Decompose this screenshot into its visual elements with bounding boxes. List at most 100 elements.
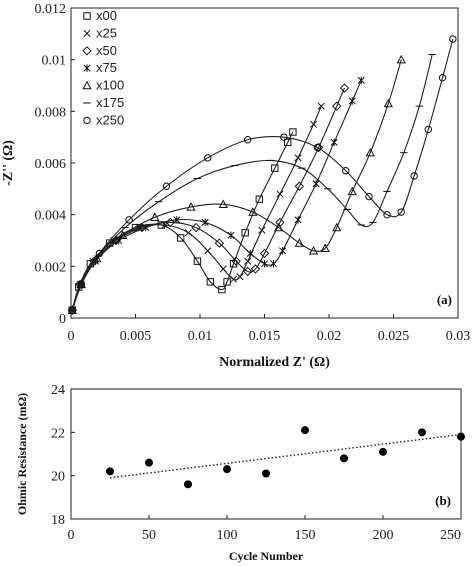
data-point-x25 xyxy=(294,154,302,162)
data-point-x50 xyxy=(332,101,342,111)
data-point-x250 xyxy=(342,167,350,175)
data-point-x75 xyxy=(260,260,269,268)
data-point-x100 xyxy=(92,253,102,263)
plot-a-ytick-label: 0.002 xyxy=(35,260,67,275)
data-point-x25 xyxy=(219,265,227,273)
plot-a-xtick-label: 0 xyxy=(68,329,75,344)
plot-a-ytick-label: 0.006 xyxy=(35,157,67,172)
plot-b-xtick-label: 50 xyxy=(142,528,156,543)
data-point-x50 xyxy=(243,266,253,277)
plot-a-ytick-label: 0.008 xyxy=(35,105,67,120)
data-point-x250 xyxy=(410,172,418,180)
data-point-resistance xyxy=(301,426,309,435)
data-point-resistance xyxy=(457,432,465,441)
data-point-x00 xyxy=(218,285,226,294)
data-point-x25 xyxy=(204,247,212,255)
data-point-resistance xyxy=(340,454,348,463)
data-point-x100 xyxy=(396,54,406,64)
data-point-x250 xyxy=(397,208,405,216)
data-point-x100 xyxy=(383,98,393,108)
data-point-x250 xyxy=(365,192,373,201)
legend-label-x250: x250 xyxy=(96,112,124,127)
legend-label-x50: x50 xyxy=(96,43,117,58)
data-point-x100 xyxy=(150,212,160,221)
data-point-x25 xyxy=(184,229,192,237)
data-point-x75 xyxy=(357,76,365,85)
data-point-x25 xyxy=(317,102,325,110)
data-point-x100 xyxy=(248,207,258,216)
plot-b-panel-label: (b) xyxy=(435,493,451,508)
data-point-x250 xyxy=(204,154,212,162)
legend-marker-x00 xyxy=(83,12,91,20)
plot-b-ytick-label: 18 xyxy=(51,513,65,528)
data-point-x100 xyxy=(294,238,304,247)
data-point-resistance xyxy=(223,465,231,474)
data-point-x25 xyxy=(309,120,318,128)
plot-b-xlabel: Cycle Number xyxy=(229,549,304,563)
data-point-x250 xyxy=(449,35,457,43)
data-point-x250 xyxy=(383,210,391,219)
legend-marker-x100 xyxy=(82,80,92,90)
data-point-x50 xyxy=(294,181,305,191)
data-point-x100 xyxy=(332,222,342,232)
plot-b-xtick-label: 0 xyxy=(68,528,75,543)
plot-a-xtick-label: 0.005 xyxy=(120,329,152,344)
data-point-x100 xyxy=(274,222,284,232)
data-point-x250 xyxy=(280,133,288,141)
data-point-resistance xyxy=(262,469,270,478)
series-line-x250 xyxy=(71,38,454,311)
plot-a-xtick-label: 0.025 xyxy=(378,329,410,344)
legend-marker-x75 xyxy=(83,64,91,72)
plot-a-xtick-label: 0.02 xyxy=(317,329,342,344)
data-point-x25 xyxy=(258,226,266,234)
data-point-resistance xyxy=(379,447,387,456)
data-point-x250 xyxy=(68,306,76,314)
series-x175 xyxy=(68,54,436,311)
data-point-x25 xyxy=(229,275,238,283)
plot-b-xtick-label: 100 xyxy=(217,528,238,543)
data-point-x250 xyxy=(125,216,133,224)
legend-label-x175: x175 xyxy=(96,95,124,110)
data-point-x75 xyxy=(269,260,278,268)
data-point-x00 xyxy=(206,278,215,286)
data-point-x250 xyxy=(424,125,433,134)
legend-marker-x50 xyxy=(82,46,92,56)
legend-label-x25: x25 xyxy=(96,25,117,40)
data-point-resistance xyxy=(418,428,426,437)
plot-a-ytick-label: 0.01 xyxy=(42,54,67,69)
plot-a-xtick-label: 0.015 xyxy=(249,329,281,344)
data-point-x50 xyxy=(339,83,350,93)
legend-label-x100: x100 xyxy=(96,78,124,93)
data-point-x00 xyxy=(229,260,238,268)
plot-a-ylabel: -Z'' (Ω) xyxy=(1,140,16,186)
data-point-x75 xyxy=(173,216,181,224)
data-point-x75 xyxy=(142,223,150,232)
data-point-x50 xyxy=(231,256,241,266)
series-x100 xyxy=(67,54,406,314)
legend-label-x75: x75 xyxy=(96,60,117,75)
data-point-x250 xyxy=(438,74,447,82)
data-point-x100 xyxy=(218,199,228,209)
data-point-x25 xyxy=(276,190,284,198)
plot-a-xlabel: Normalized Z' (Ω) xyxy=(219,355,330,370)
data-point-x100 xyxy=(308,245,319,255)
data-point-x100 xyxy=(117,230,128,240)
series-line-x00 xyxy=(71,131,294,311)
data-point-x00 xyxy=(289,128,297,136)
data-point-resistance xyxy=(184,480,192,489)
data-point-x75 xyxy=(201,218,209,227)
data-point-x100 xyxy=(365,147,375,157)
data-point-x75 xyxy=(246,249,254,258)
data-point-x75 xyxy=(330,138,338,147)
data-point-x00 xyxy=(271,164,279,172)
data-point-x25 xyxy=(236,273,244,281)
plot-b-xtick-label: 250 xyxy=(440,528,461,543)
series-x250 xyxy=(68,35,457,314)
data-point-x75 xyxy=(348,97,356,105)
plot-b-xtick-label: 200 xyxy=(373,528,394,543)
series-line-x100 xyxy=(71,59,402,311)
plot-b-ytick-label: 24 xyxy=(51,383,65,398)
data-point-x50 xyxy=(191,222,201,233)
plot-a-ytick-label: 0.004 xyxy=(35,209,67,224)
data-point-x50 xyxy=(259,248,270,259)
